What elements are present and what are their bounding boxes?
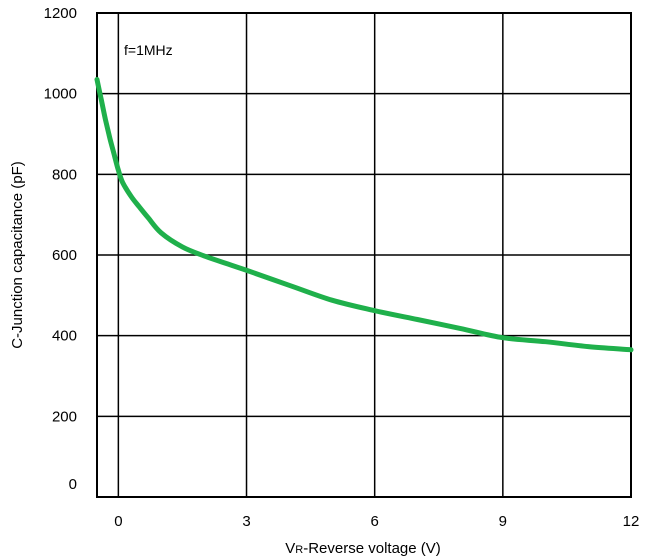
x-tick-label: 6 (371, 513, 379, 530)
x-tick-label: 0 (114, 513, 122, 530)
y-tick-label: 800 (52, 166, 77, 183)
series-group (94, 77, 634, 353)
y-tick-label: 1200 (44, 5, 77, 22)
grid (97, 13, 631, 497)
y-tick-label: 600 (52, 247, 77, 264)
y-tick-label: 0 (69, 476, 77, 493)
y-tick-label: 400 (52, 328, 77, 345)
y-tick-labels: 0 200 400 600 800 1000 1200 (44, 5, 77, 493)
series-line-capacitance (94, 77, 634, 353)
y-axis-title: C-Junction capacitance (pF) (9, 161, 26, 349)
x-axis-title: VR-Reverse voltage (V) (285, 540, 441, 557)
annotation-frequency: f=1MHz (124, 42, 173, 58)
y-tick-label: 200 (52, 408, 77, 425)
x-tick-label: 12 (623, 513, 640, 530)
x-axis-title-subscript: R (295, 544, 303, 556)
x-tick-label: 3 (242, 513, 250, 530)
x-tick-labels: 0 3 6 9 12 (114, 513, 639, 530)
y-tick-label: 1000 (44, 86, 77, 103)
x-tick-label: 9 (499, 513, 507, 530)
plot-frame (96, 12, 632, 498)
x-axis-title-main: V (285, 540, 295, 557)
x-axis-title-rest: -Reverse voltage (V) (303, 540, 441, 557)
